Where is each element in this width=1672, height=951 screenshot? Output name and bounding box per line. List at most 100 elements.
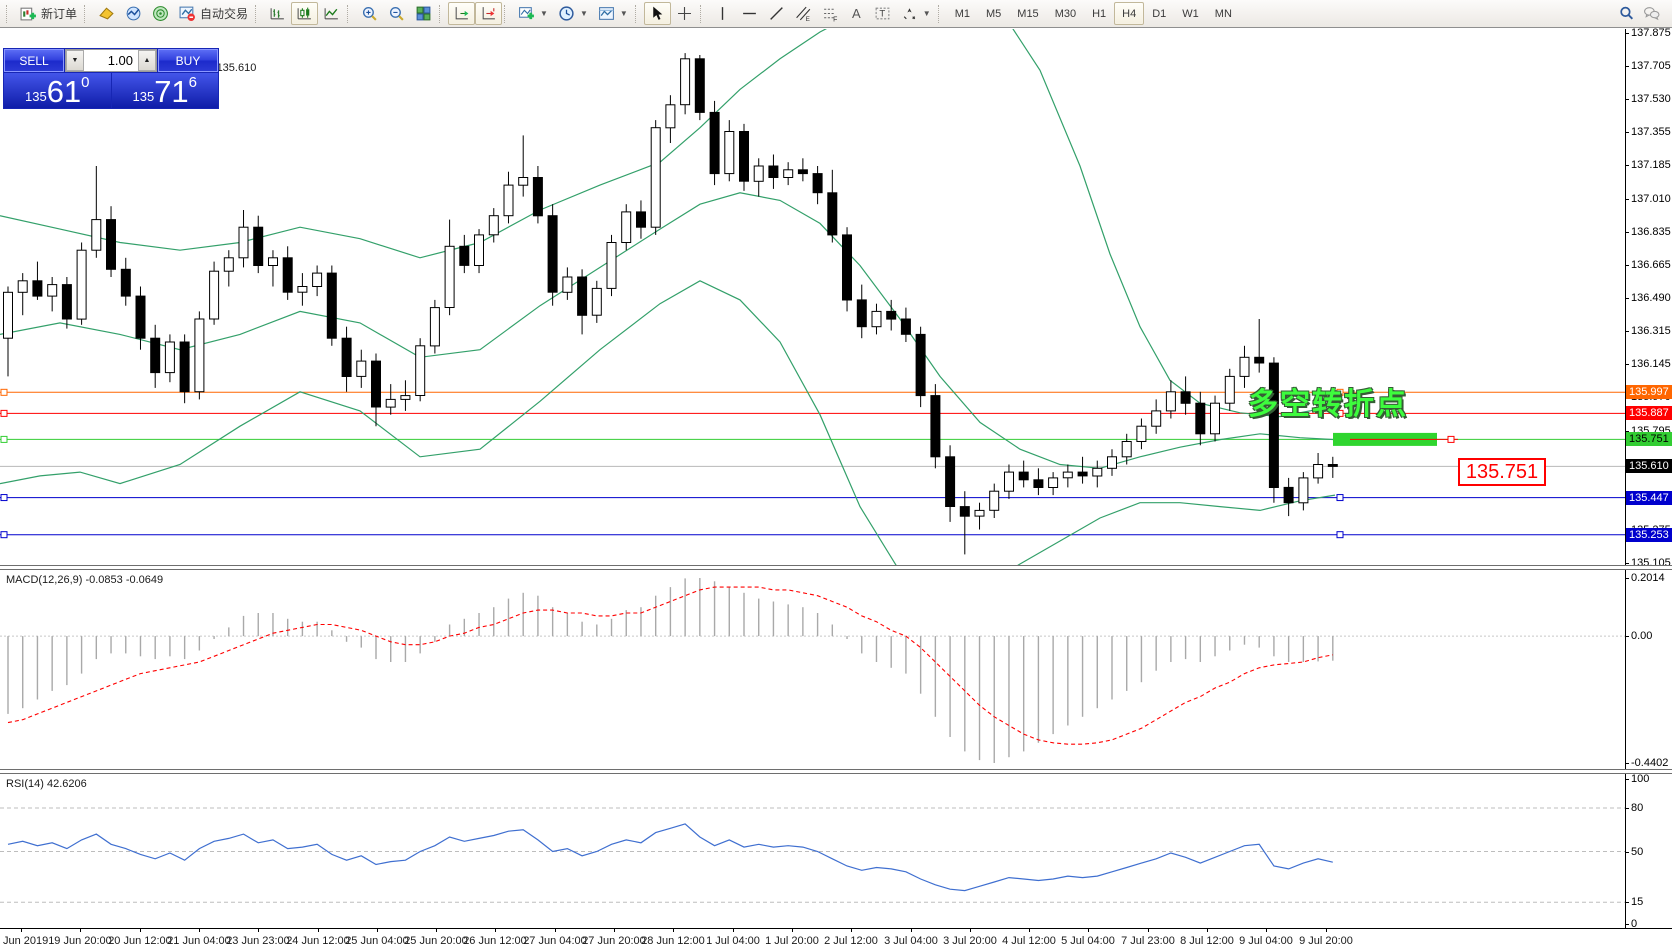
- sell-button[interactable]: SELL: [4, 49, 64, 72]
- buy-button[interactable]: BUY: [158, 49, 218, 72]
- alerts-button[interactable]: [93, 2, 120, 25]
- price-level-badge: 135.751: [1626, 432, 1672, 446]
- rsi-panel[interactable]: RSI(14) 42.6206: [0, 774, 1672, 928]
- timeframe-mn[interactable]: MN: [1214, 7, 1232, 20]
- trendline-icon: [768, 5, 785, 22]
- rsi-axis[interactable]: 100 80 50 15 0: [1625, 773, 1672, 930]
- equidistant-channel-button[interactable]: E: [790, 2, 817, 25]
- time-tick: [80, 929, 81, 932]
- volume-input[interactable]: [84, 50, 138, 71]
- time-label: 28 Jun 12:00: [641, 935, 705, 947]
- volume-increase-button[interactable]: ▲: [138, 50, 156, 71]
- price-chart-panel[interactable]: ▲ GBPJPY-,H4 135.687 135.714 135.610 135…: [0, 29, 1672, 565]
- sell-price-pip: 0: [81, 74, 90, 91]
- chart-shift-button[interactable]: [475, 2, 503, 25]
- timeframe-w1[interactable]: W1: [1182, 7, 1199, 20]
- zoom-in-button[interactable]: [356, 2, 383, 25]
- timeframe-m15[interactable]: M15: [1017, 7, 1039, 20]
- candlestick-chart-button[interactable]: [291, 2, 319, 25]
- sell-price-base: 135: [24, 89, 47, 104]
- signals-button[interactable]: [147, 2, 174, 25]
- rsi-tick-label: 50: [1631, 846, 1644, 858]
- price-tick-label: 136.835: [1631, 226, 1671, 238]
- search-icon[interactable]: [1618, 5, 1635, 22]
- cursor-button[interactable]: [643, 2, 671, 25]
- buy-price-pip: 6: [188, 74, 198, 91]
- price-tick: [1625, 66, 1629, 67]
- time-tick: [1029, 929, 1030, 932]
- panel-separator[interactable]: [0, 769, 1672, 774]
- bar-chart-button[interactable]: [264, 2, 291, 25]
- new-order-button[interactable]: 新订单: [15, 2, 82, 25]
- time-tick: [792, 929, 793, 932]
- macd-tick-label: 0.2014: [1631, 572, 1665, 584]
- price-axis[interactable]: 137.875 137.705 137.530 137.355 137.185 137.0…: [1625, 27, 1672, 569]
- text-label-button[interactable]: T: [869, 2, 896, 25]
- timeframe-h4[interactable]: H4: [1114, 2, 1145, 25]
- toolbar-grip[interactable]: [347, 4, 352, 23]
- macd-axis[interactable]: 0.2014 0.00 -0.4402: [1625, 570, 1672, 770]
- channel-icon: E: [795, 5, 812, 22]
- horizontal-line-button[interactable]: [736, 2, 763, 25]
- toolbar-grip[interactable]: [6, 4, 11, 23]
- zoom-out-button[interactable]: [383, 2, 410, 25]
- timeframe-m1[interactable]: M1: [954, 7, 970, 20]
- buy-price-display[interactable]: 135 71 6: [111, 73, 218, 108]
- chat-icon[interactable]: [1643, 5, 1660, 22]
- toolbar-grip[interactable]: [699, 4, 705, 23]
- toolbar-grip[interactable]: [634, 4, 640, 23]
- price-tag-135751[interactable]: 135.751: [1458, 458, 1546, 486]
- turning-point-annotation[interactable]: 多空转折点: [1248, 388, 1408, 421]
- tile-windows-button[interactable]: [410, 2, 437, 25]
- price-tick-label: 136.315: [1631, 325, 1671, 337]
- time-label: 24 Jun 12:00: [286, 935, 350, 947]
- time-label: 25 Jun 04:00: [345, 935, 409, 947]
- periods-button[interactable]: ▼: [553, 2, 593, 25]
- toolbar-grip[interactable]: [504, 4, 509, 23]
- price-tick: [1625, 33, 1629, 34]
- zoom-in-icon: [361, 5, 378, 22]
- macd-panel[interactable]: MACD(12,26,9) -0.0853 -0.0649: [0, 570, 1672, 770]
- toolbar-grip[interactable]: [937, 4, 943, 23]
- time-label: 26 Jun 12:00: [463, 935, 527, 947]
- line-chart-button[interactable]: [318, 2, 345, 25]
- timeframe-m30[interactable]: M30: [1054, 7, 1077, 20]
- dropdown-arrow-icon: ▼: [619, 9, 628, 18]
- fibonacci-button[interactable]: F: [817, 2, 844, 25]
- chart-shift-icon: [480, 5, 497, 22]
- timeframe-h1[interactable]: H1: [1092, 7, 1107, 20]
- time-tick: [851, 929, 852, 932]
- dropdown-arrow-icon: ▼: [579, 9, 588, 18]
- vertical-line-button[interactable]: [709, 2, 736, 25]
- rsi-tick-label: 80: [1631, 802, 1644, 814]
- community-button[interactable]: [120, 2, 147, 25]
- trendline-button[interactable]: [763, 2, 790, 25]
- rsi-tick: [1625, 808, 1629, 809]
- new-order-icon: [20, 5, 37, 22]
- volume-decrease-button[interactable]: ▼: [66, 50, 84, 71]
- candlestick-chart[interactable]: [0, 29, 1625, 565]
- price-tick-label: 137.705: [1631, 60, 1671, 72]
- sell-price-display[interactable]: 135 61 0: [4, 73, 111, 108]
- time-label: 19 Jun 20:00: [48, 935, 112, 947]
- price-level-badge: 135.997: [1626, 385, 1672, 399]
- toolbar-grip[interactable]: [439, 4, 444, 23]
- toolbar-grip[interactable]: [255, 4, 260, 23]
- arrows-button[interactable]: ▼: [896, 2, 936, 25]
- templates-button[interactable]: ▼: [593, 2, 633, 25]
- text-button[interactable]: A: [844, 2, 869, 25]
- new-chart-button[interactable]: ▼: [513, 2, 553, 25]
- toolbar-grip[interactable]: [84, 4, 89, 23]
- price-tick: [1625, 563, 1629, 564]
- time-tick: [614, 929, 615, 932]
- price-tick: [1625, 431, 1629, 432]
- timeframe-d1[interactable]: D1: [1152, 7, 1167, 20]
- price-tick: [1625, 364, 1629, 365]
- timeframe-m5[interactable]: M5: [986, 7, 1002, 20]
- auto-scroll-button[interactable]: [448, 2, 476, 25]
- autotrading-button[interactable]: 自动交易: [174, 2, 253, 25]
- crosshair-icon: [676, 5, 693, 22]
- panel-separator[interactable]: [0, 565, 1672, 570]
- crosshair-button[interactable]: [671, 2, 698, 25]
